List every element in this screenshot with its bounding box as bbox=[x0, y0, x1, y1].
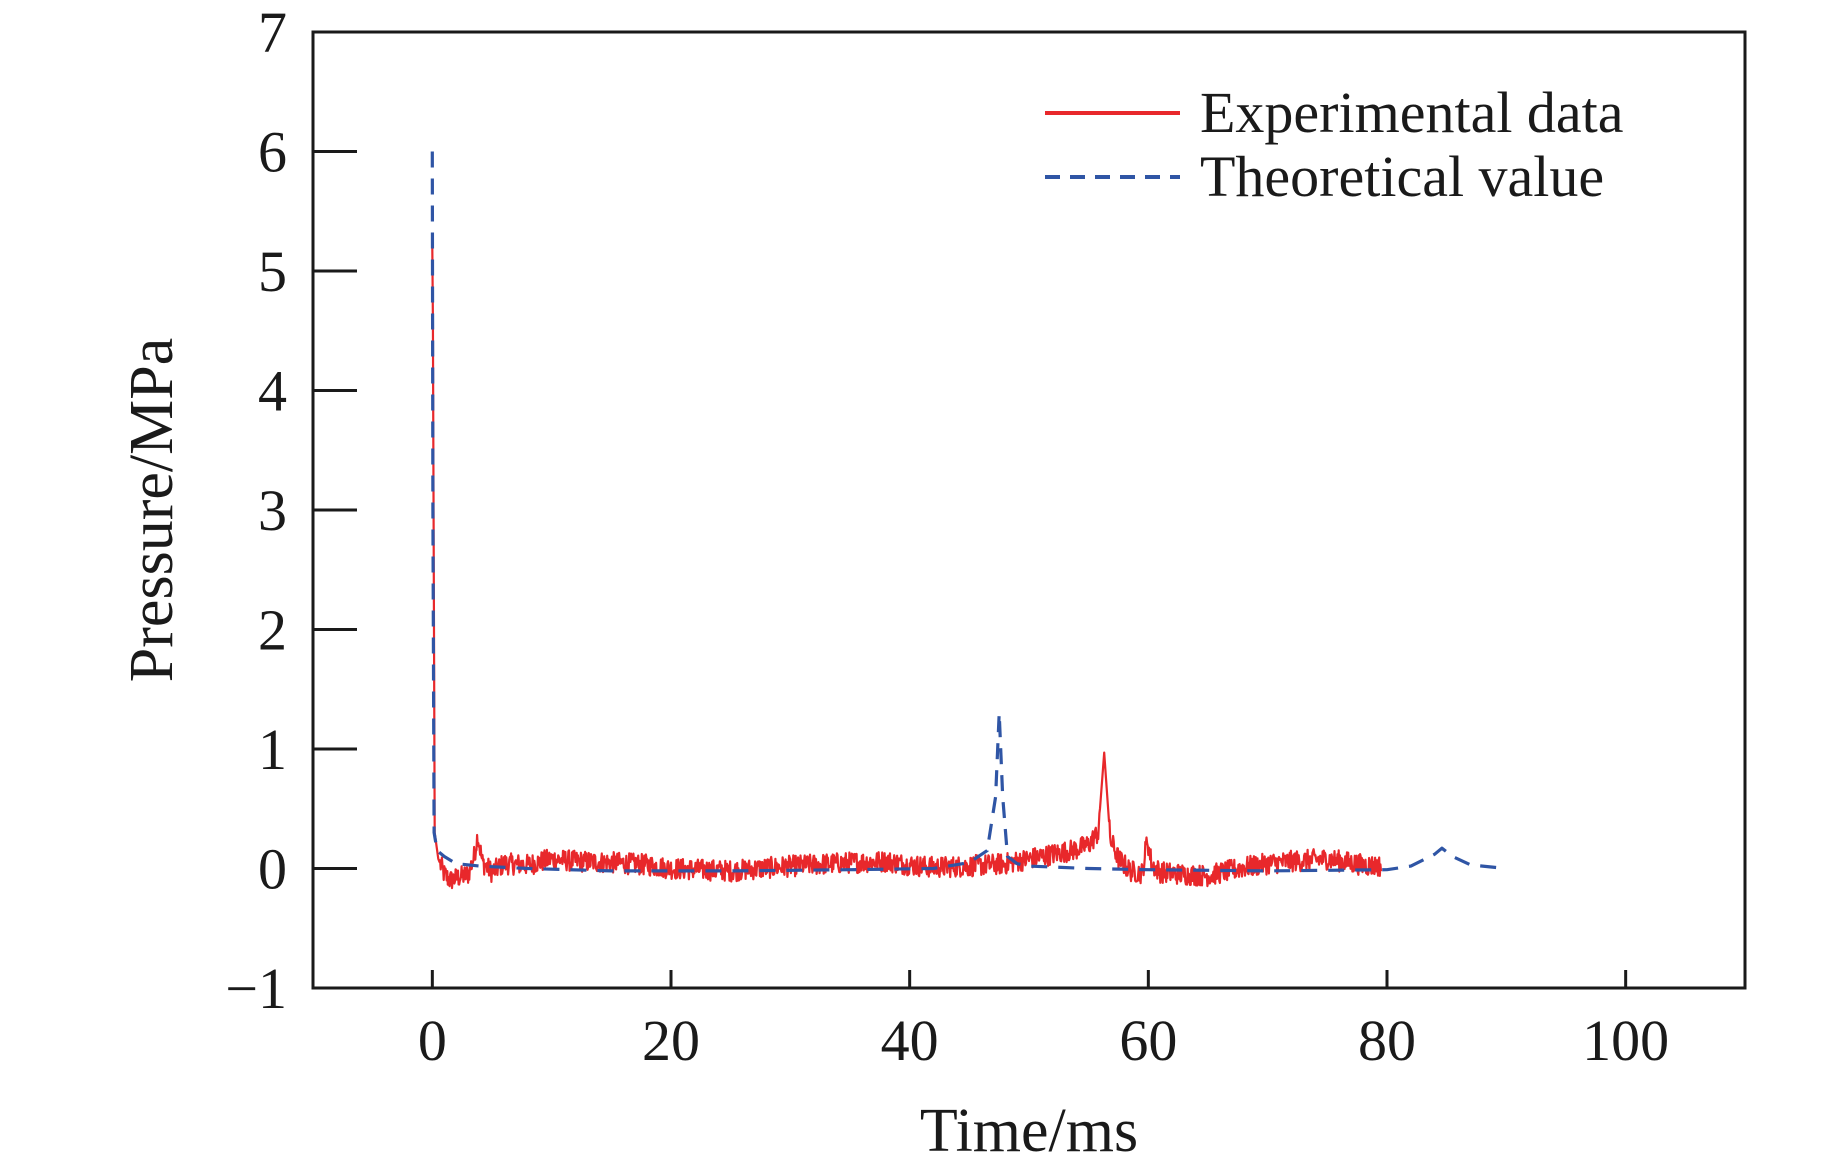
y-tick-label-1: 1 bbox=[258, 717, 287, 782]
y-tick-label--1: −1 bbox=[225, 956, 287, 1021]
series-experimental-line bbox=[431, 247, 1383, 890]
x-tick-label-40: 40 bbox=[881, 1008, 939, 1073]
y-axis-ticks: −1 0 1 2 3 4 5 6 7 bbox=[225, 0, 357, 1021]
y-tick-label-4: 4 bbox=[258, 359, 287, 424]
x-tick-label-20: 20 bbox=[642, 1008, 700, 1073]
y-axis-label: Pressure/MPa bbox=[118, 338, 186, 682]
x-axis-ticks: 0 20 40 60 80 100 bbox=[418, 970, 1669, 1073]
y-tick-label-7: 7 bbox=[258, 0, 287, 65]
y-tick-label-5: 5 bbox=[258, 239, 287, 304]
y-tick-label-6: 6 bbox=[258, 120, 287, 185]
x-tick-label-100: 100 bbox=[1582, 1008, 1669, 1073]
series-layer bbox=[430, 151, 1507, 890]
x-tick-label-60: 60 bbox=[1119, 1008, 1177, 1073]
y-tick-label-0: 0 bbox=[258, 837, 287, 902]
legend-label-theoretical: Theoretical value bbox=[1200, 144, 1604, 209]
y-tick-label-2: 2 bbox=[258, 598, 287, 663]
x-tick-label-80: 80 bbox=[1358, 1008, 1416, 1073]
legend-label-experimental: Experimental data bbox=[1200, 80, 1624, 145]
x-tick-label-0: 0 bbox=[418, 1008, 447, 1073]
x-axis-label: Time/ms bbox=[920, 1097, 1138, 1161]
legend: Experimental data Theoretical value bbox=[1045, 80, 1624, 209]
y-tick-label-3: 3 bbox=[258, 478, 287, 543]
series-theoretical-line bbox=[430, 151, 1507, 873]
